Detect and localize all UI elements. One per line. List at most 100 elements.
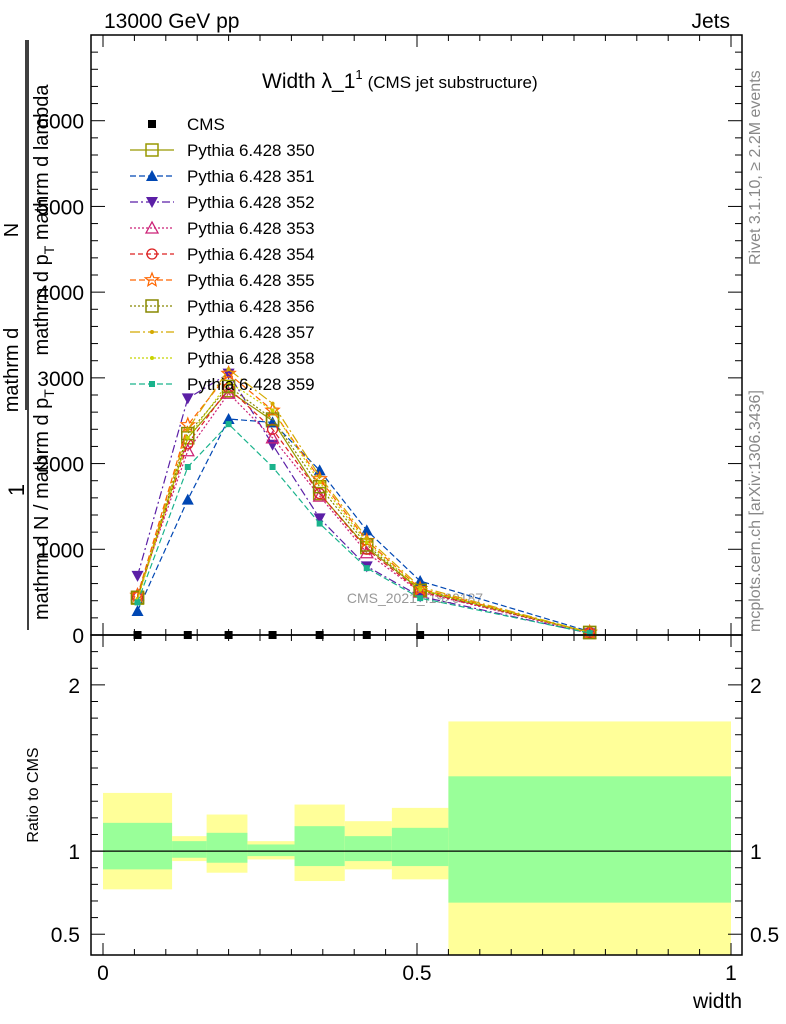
x-tick-label: 1	[725, 962, 737, 985]
title-main: Width λ_1	[262, 70, 355, 93]
legend-marker	[150, 330, 154, 334]
ratio-band-green	[344, 836, 392, 862]
series-point	[317, 480, 322, 485]
series-point	[269, 464, 276, 470]
series-point	[131, 570, 144, 582]
ratio-y-tick-label: 2	[68, 675, 80, 698]
watermark: CMS_2021_I1920187	[347, 590, 483, 606]
series-point	[180, 443, 195, 457]
series-line	[136, 392, 590, 634]
ratio-band-green	[103, 822, 173, 870]
series-line	[136, 385, 590, 634]
series-point	[363, 565, 370, 572]
ylabel-num-text: mathrm d N / mathrm d p	[31, 398, 53, 620]
series-point	[417, 595, 424, 602]
ratio-y-tick-label-right: 1	[750, 841, 762, 864]
y-tick-label: 0	[72, 625, 84, 648]
legend-marker	[145, 299, 159, 313]
x-axis-label: width	[692, 990, 742, 1013]
main-y-axis-label: 1 mathrm d N / mathrm d pT	[4, 40, 57, 630]
ratio-band-green	[294, 826, 345, 867]
legend-marker	[146, 248, 158, 260]
legend-marker	[149, 381, 155, 387]
series-point	[314, 487, 326, 500]
series-line	[136, 372, 590, 633]
series-point	[418, 587, 423, 592]
ratio-band-green	[247, 844, 295, 857]
y-tick-label: 3000	[37, 368, 84, 391]
legend-label: Pythia 6.428 355	[187, 271, 315, 290]
ylabel-line-2: mathrm d pT mathrm d lambda	[31, 84, 57, 356]
title-sup: 1	[355, 67, 362, 82]
series-line	[136, 372, 590, 634]
legend-label: Pythia 6.428 351	[187, 167, 315, 186]
series-point	[316, 520, 323, 527]
series-point	[586, 630, 593, 637]
legend-label: Pythia 6.428 353	[187, 219, 315, 238]
legend-label: Pythia 6.428 357	[187, 323, 315, 342]
chart-title: Width λ_11 (CMS jet substructure)	[262, 67, 538, 93]
y-tick-label: 4000	[37, 282, 84, 305]
legend-marker	[144, 220, 160, 234]
series-point	[134, 599, 141, 606]
series-point	[185, 427, 190, 432]
legend-label: Pythia 6.428 358	[187, 349, 315, 368]
header-left: 13000 GeV pp	[104, 10, 239, 33]
series-point	[266, 439, 279, 451]
mcplots-label: mcplots.cern.ch [arXiv:1306.3436]	[747, 390, 764, 632]
series-point	[312, 488, 327, 502]
legend-marker	[146, 197, 158, 208]
y-tick-label: 1000	[37, 539, 84, 562]
series-point	[265, 430, 280, 444]
series-point	[582, 625, 597, 640]
series-point	[360, 524, 373, 536]
ylabel-one: 1	[4, 484, 29, 496]
rivet-label: Rivet 3.1.10, ≥ 2.2M events	[747, 70, 764, 265]
ylabel-dlambda: mathrm d lambda	[31, 84, 53, 240]
main-plot: 0 1000 2000 3000 4000 5000 6000 CMS_2021_I19201…	[37, 34, 743, 648]
series-point	[181, 393, 194, 405]
series-point	[181, 493, 194, 505]
ratio-y-tick-label-right: 0.5	[750, 924, 779, 947]
series-line	[136, 423, 590, 634]
legend-label: Pythia 6.428 354	[187, 245, 315, 264]
series-point	[226, 380, 231, 385]
y-tick-label: 2000	[37, 454, 84, 477]
legend-marker	[143, 271, 161, 288]
series-point	[359, 545, 374, 559]
series-point	[364, 536, 369, 541]
ylabel-numerator: mathrm d N / mathrm d pT	[31, 389, 57, 620]
series-line	[136, 387, 590, 634]
ratio-band-green	[391, 827, 449, 867]
series-point	[226, 367, 231, 372]
ylabel-line-1: N	[1, 223, 23, 237]
x-tick-label: 0	[97, 962, 109, 985]
series-point	[220, 364, 237, 381]
x-tick-label: 0.5	[402, 962, 431, 985]
ratio-band-green	[448, 776, 731, 903]
ratio-y-tick-label-right: 2	[750, 675, 762, 698]
series-point	[364, 540, 369, 545]
ratio-y-tick-label: 1	[68, 841, 80, 864]
legend-label: Pythia 6.428 352	[187, 193, 315, 212]
ylabel-dp-sub: T	[41, 245, 57, 254]
legend-label: Pythia 6.428 359	[187, 375, 315, 394]
ratio-band-green	[172, 841, 207, 858]
series-point	[131, 605, 144, 616]
title-paren: (CMS jet substructure)	[368, 73, 538, 92]
series-point	[312, 486, 327, 501]
ylabel-dp: mathrm d p	[31, 254, 53, 355]
header-right: Jets	[691, 10, 730, 33]
series-line	[136, 368, 590, 633]
legend-marker	[148, 120, 156, 128]
series-point	[270, 408, 275, 413]
legend-label: Pythia 6.428 356	[187, 297, 315, 316]
ratio-y-label: Ratio to CMS	[25, 747, 42, 842]
legend-label: CMS	[187, 115, 225, 134]
ylabel-line-0: mathrm d	[1, 328, 23, 412]
series-point	[185, 435, 190, 440]
legend-marker	[150, 356, 154, 360]
ratio-plot: 0 0.5 1 0.5 0.5 1 1 2 2	[51, 634, 779, 985]
legend-marker	[146, 170, 158, 181]
